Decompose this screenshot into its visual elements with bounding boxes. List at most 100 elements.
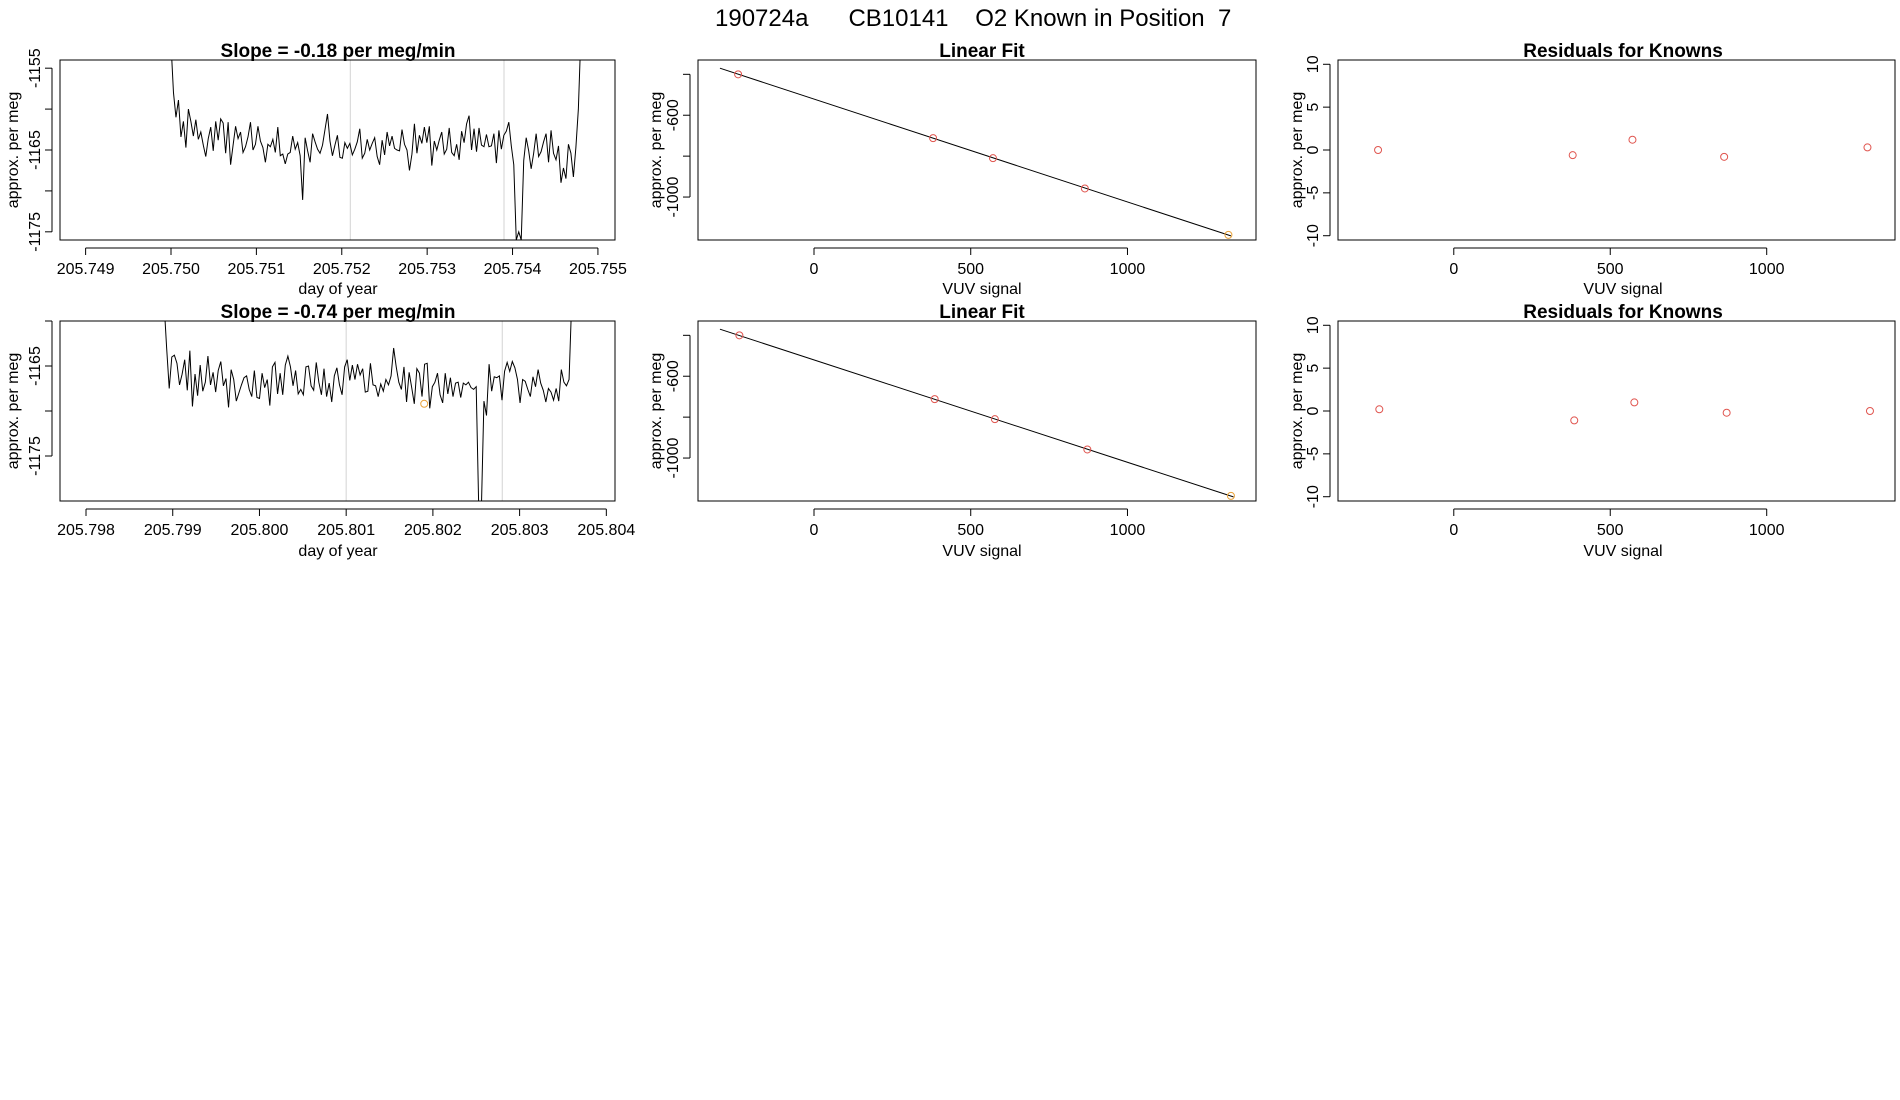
data-point [1224, 230, 1233, 239]
y-tick-label: 5 [1305, 364, 1322, 373]
y-tick-label: -1175 [27, 436, 44, 476]
x-tick-label: 205.755 [569, 261, 627, 278]
data-point [1080, 184, 1089, 193]
plot-frame [59, 59, 616, 241]
panel-title: Residuals for Knowns [1523, 302, 1723, 323]
y-tick-label: -10 [1305, 224, 1322, 247]
y-axis-label: approx. per meg [5, 92, 22, 209]
plot-area [171, 60, 581, 240]
data-point [1570, 416, 1579, 425]
x-tick-label: 0 [1449, 522, 1458, 539]
data-point [1863, 143, 1872, 152]
x-tick-label: 1000 [1110, 261, 1146, 278]
y-tick-label: -1165 [27, 346, 44, 386]
data-point [1374, 146, 1383, 154]
fit-line [719, 67, 1232, 237]
x-tick-label: 205.800 [231, 522, 289, 539]
x-tick-label: 0 [810, 522, 819, 539]
x-tick-label: 205.752 [313, 261, 371, 278]
panel-fit-2: Linear Fit VUV signal approx. per meg 0 5… [648, 302, 1257, 560]
y-axis-label: approx. per meg [1289, 353, 1306, 470]
panel-title: Linear Fit [939, 302, 1025, 323]
x-axis-label: VUV signal [942, 543, 1021, 560]
y-axis-label: approx. per meg [648, 92, 665, 209]
y-tick-label: -1155 [27, 48, 44, 88]
panel-title: Residuals for Knowns [1523, 41, 1723, 62]
x-tick-label: 205.801 [317, 522, 375, 539]
plot-area [719, 328, 1234, 498]
y-tick-label: -1175 [27, 212, 44, 252]
plot-area [719, 67, 1232, 237]
x-tick-label: 205.751 [227, 261, 285, 278]
x-tick-label: 1000 [1110, 522, 1146, 539]
y-tick-label: 0 [1305, 145, 1322, 154]
data-point [1375, 405, 1384, 414]
data-point [1720, 152, 1729, 161]
fit-line [719, 328, 1234, 498]
panel-slope-1: Slope = -0.18 per meg/min day of year ap… [5, 41, 627, 298]
x-tick-label: 205.753 [398, 261, 456, 278]
y-axis-label: approx. per meg [648, 353, 665, 470]
data-point [990, 415, 999, 424]
series-line [164, 321, 572, 501]
data-point [1630, 398, 1639, 407]
panel-fit-1: Linear Fit VUV signal approx. per meg 0 5… [648, 41, 1257, 298]
panel-title: Linear Fit [939, 41, 1025, 62]
plot-frame [697, 59, 1257, 241]
plot-frame [59, 320, 616, 502]
panel-slope-2: Slope = -0.74 per meg/min day of year ap… [5, 302, 635, 560]
data-point [930, 395, 939, 404]
y-axis-label: approx. per meg [5, 353, 22, 470]
x-tick-label: 500 [1597, 522, 1624, 539]
y-tick-label: 0 [1305, 406, 1322, 415]
x-tick-label: 1000 [1749, 522, 1785, 539]
y-tick-label: 10 [1305, 316, 1322, 334]
x-tick-label: 205.799 [144, 522, 202, 539]
plot-frame [1337, 59, 1896, 241]
x-tick-label: 500 [1597, 261, 1624, 278]
series-line [171, 60, 581, 240]
y-tick-label: 10 [1305, 55, 1322, 73]
x-tick-label: 0 [810, 261, 819, 278]
panel-title: Slope = -0.74 per meg/min [221, 302, 456, 323]
data-point [1083, 445, 1092, 454]
y-tick-label: -5 [1305, 186, 1322, 200]
y-tick-label: -10 [1305, 485, 1322, 508]
data-point [734, 70, 743, 79]
x-tick-label: 205.754 [484, 261, 542, 278]
highlight-point [420, 399, 429, 408]
x-tick-label: 500 [957, 522, 984, 539]
x-tick-label: 205.750 [142, 261, 200, 278]
data-point [988, 154, 997, 163]
y-tick-label: -1000 [665, 176, 682, 217]
x-tick-label: 205.802 [404, 522, 462, 539]
panel-residuals-2: Residuals for Knowns VUV signal approx. … [1289, 302, 1896, 560]
data-point [1722, 408, 1731, 417]
y-axis-label: approx. per meg [1289, 92, 1306, 209]
x-tick-label: 205.803 [491, 522, 549, 539]
y-tick-label: -1165 [27, 130, 44, 170]
x-tick-label: 500 [957, 261, 984, 278]
x-axis-label: day of year [298, 543, 378, 560]
panel-title: Slope = -0.18 per meg/min [221, 41, 456, 62]
data-point [1226, 491, 1235, 500]
x-tick-label: 205.804 [577, 522, 635, 539]
x-axis-label: VUV signal [1583, 281, 1662, 298]
y-tick-label: -600 [665, 99, 682, 131]
y-tick-label: -1000 [665, 437, 682, 478]
y-tick-label: 5 [1305, 103, 1322, 112]
data-point [1568, 151, 1577, 160]
plot-area [164, 321, 572, 501]
y-tick-label: -600 [665, 360, 682, 392]
data-point [735, 331, 744, 340]
data-point [929, 134, 938, 143]
x-tick-label: 205.798 [57, 522, 115, 539]
x-axis-label: VUV signal [942, 281, 1021, 298]
x-tick-label: 1000 [1749, 261, 1785, 278]
x-axis-label: day of year [298, 281, 378, 298]
panel-residuals-1: Residuals for Knowns VUV signal approx. … [1289, 41, 1896, 298]
data-point [1865, 407, 1874, 415]
data-point [1628, 135, 1637, 144]
x-tick-label: 205.749 [57, 261, 115, 278]
